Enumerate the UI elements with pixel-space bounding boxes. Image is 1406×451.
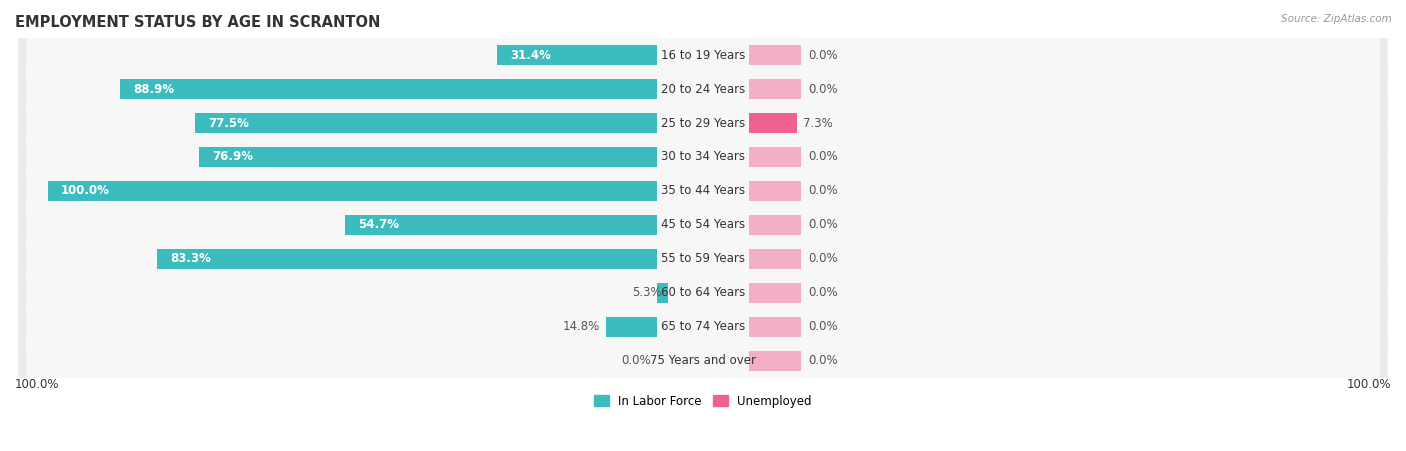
Text: 75 Years and over: 75 Years and over [650, 354, 756, 367]
Bar [498, 45, 657, 65]
Text: 20 to 24 Years: 20 to 24 Years [661, 83, 745, 96]
FancyBboxPatch shape [18, 56, 1388, 122]
FancyBboxPatch shape [27, 31, 1379, 79]
Text: 65 to 74 Years: 65 to 74 Years [661, 320, 745, 333]
Legend: In Labor Force, Unemployed: In Labor Force, Unemployed [589, 390, 817, 413]
Bar [657, 283, 668, 303]
Text: 100.0%: 100.0% [15, 378, 59, 391]
Text: 54.7%: 54.7% [357, 218, 399, 231]
Text: 0.0%: 0.0% [808, 151, 838, 163]
Bar [749, 181, 801, 201]
FancyBboxPatch shape [18, 22, 1388, 88]
Bar [195, 113, 657, 133]
Text: 55 to 59 Years: 55 to 59 Years [661, 252, 745, 265]
Text: 16 to 19 Years: 16 to 19 Years [661, 49, 745, 62]
FancyBboxPatch shape [27, 64, 1379, 114]
Text: 5.3%: 5.3% [633, 286, 662, 299]
Bar [48, 181, 657, 201]
Text: 14.8%: 14.8% [562, 320, 599, 333]
Text: 76.9%: 76.9% [212, 151, 253, 163]
FancyBboxPatch shape [18, 90, 1388, 156]
Text: 0.0%: 0.0% [808, 252, 838, 265]
Text: 100.0%: 100.0% [1347, 378, 1391, 391]
FancyBboxPatch shape [18, 192, 1388, 258]
FancyBboxPatch shape [27, 336, 1379, 385]
Bar [749, 317, 801, 336]
FancyBboxPatch shape [18, 294, 1388, 360]
Text: 31.4%: 31.4% [510, 49, 551, 62]
Bar [749, 79, 801, 99]
Text: 35 to 44 Years: 35 to 44 Years [661, 184, 745, 198]
FancyBboxPatch shape [18, 259, 1388, 326]
Text: 0.0%: 0.0% [808, 83, 838, 96]
Text: 0.0%: 0.0% [808, 49, 838, 62]
Bar [749, 113, 797, 133]
Bar [344, 215, 657, 235]
Text: 30 to 34 Years: 30 to 34 Years [661, 151, 745, 163]
FancyBboxPatch shape [27, 133, 1379, 181]
Text: 0.0%: 0.0% [808, 286, 838, 299]
FancyBboxPatch shape [18, 158, 1388, 224]
Text: 0.0%: 0.0% [808, 320, 838, 333]
Bar [749, 351, 801, 371]
Bar [157, 249, 657, 269]
Text: 100.0%: 100.0% [60, 184, 110, 198]
Text: 25 to 29 Years: 25 to 29 Years [661, 116, 745, 129]
FancyBboxPatch shape [18, 226, 1388, 292]
FancyBboxPatch shape [27, 235, 1379, 283]
Bar [121, 79, 657, 99]
Text: Source: ZipAtlas.com: Source: ZipAtlas.com [1281, 14, 1392, 23]
Bar [749, 45, 801, 65]
Bar [749, 215, 801, 235]
Bar [749, 249, 801, 269]
Text: 0.0%: 0.0% [808, 184, 838, 198]
Text: 60 to 64 Years: 60 to 64 Years [661, 286, 745, 299]
Text: 7.3%: 7.3% [803, 116, 832, 129]
FancyBboxPatch shape [27, 200, 1379, 249]
Text: 83.3%: 83.3% [170, 252, 211, 265]
FancyBboxPatch shape [27, 99, 1379, 147]
Text: 0.0%: 0.0% [621, 354, 651, 367]
Bar [749, 147, 801, 167]
Text: 0.0%: 0.0% [808, 354, 838, 367]
Text: 88.9%: 88.9% [134, 83, 174, 96]
FancyBboxPatch shape [27, 302, 1379, 351]
Bar [606, 317, 657, 336]
FancyBboxPatch shape [27, 166, 1379, 216]
Bar [749, 283, 801, 303]
Text: EMPLOYMENT STATUS BY AGE IN SCRANTON: EMPLOYMENT STATUS BY AGE IN SCRANTON [15, 15, 381, 30]
FancyBboxPatch shape [18, 124, 1388, 190]
FancyBboxPatch shape [27, 268, 1379, 317]
Text: 45 to 54 Years: 45 to 54 Years [661, 218, 745, 231]
Bar [200, 147, 657, 167]
Text: 77.5%: 77.5% [208, 116, 249, 129]
Text: 0.0%: 0.0% [808, 218, 838, 231]
FancyBboxPatch shape [18, 327, 1388, 394]
